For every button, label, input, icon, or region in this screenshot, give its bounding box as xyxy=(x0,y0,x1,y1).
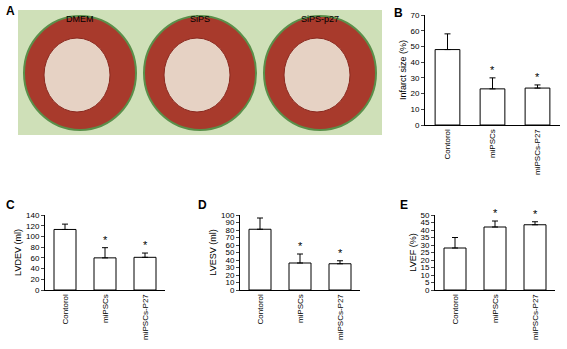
svg-text:miPSCs: miPSCs xyxy=(296,294,305,323)
svg-text:*: * xyxy=(143,239,148,251)
svg-text:15: 15 xyxy=(420,263,429,272)
svg-text:miPSCs-P27: miPSCs-P27 xyxy=(336,294,345,340)
svg-text:Contorol: Contorol xyxy=(256,294,265,324)
svg-text:120: 120 xyxy=(26,222,40,231)
svg-text:Infarct size (%): Infarct size (%) xyxy=(398,40,408,100)
svg-text:20: 20 xyxy=(420,256,429,265)
svg-text:10: 10 xyxy=(410,105,419,114)
svg-text:miPSCs: miPSCs xyxy=(488,129,497,158)
svg-text:30: 30 xyxy=(225,263,234,272)
svg-text:50: 50 xyxy=(420,211,429,220)
svg-text:*: * xyxy=(490,64,495,76)
svg-text:140: 140 xyxy=(26,211,40,220)
svg-text:*: * xyxy=(338,247,343,259)
svg-text:E: E xyxy=(400,198,408,212)
svg-text:20: 20 xyxy=(225,271,234,280)
svg-text:80: 80 xyxy=(225,226,234,235)
svg-text:60: 60 xyxy=(30,254,39,263)
svg-text:0: 0 xyxy=(230,286,235,295)
svg-text:C: C xyxy=(6,198,15,212)
svg-text:*: * xyxy=(298,240,303,252)
svg-text:70: 70 xyxy=(410,11,419,20)
svg-text:DMEM: DMEM xyxy=(66,14,94,24)
svg-text:60: 60 xyxy=(410,27,419,36)
svg-text:miPSCs-P27: miPSCs-P27 xyxy=(141,294,150,340)
svg-text:25: 25 xyxy=(420,248,429,257)
svg-text:10: 10 xyxy=(225,278,234,287)
svg-text:20: 20 xyxy=(30,275,39,284)
svg-text:30: 30 xyxy=(410,74,419,83)
svg-text:A: A xyxy=(6,4,15,18)
svg-text:50: 50 xyxy=(410,42,419,51)
svg-text:10: 10 xyxy=(420,271,429,280)
svg-text:*: * xyxy=(535,71,540,83)
svg-text:90: 90 xyxy=(225,218,234,227)
svg-text:SiPS: SiPS xyxy=(190,14,210,24)
svg-text:35: 35 xyxy=(420,233,429,242)
svg-text:miPSCs: miPSCs xyxy=(491,294,500,323)
svg-text:50: 50 xyxy=(225,248,234,257)
svg-text:70: 70 xyxy=(225,233,234,242)
svg-text:LVEF (%): LVEF (%) xyxy=(408,233,418,271)
svg-text:45: 45 xyxy=(420,218,429,227)
svg-text:miPSCs-P27: miPSCs-P27 xyxy=(533,129,542,175)
svg-text:0: 0 xyxy=(35,286,40,295)
svg-text:100: 100 xyxy=(221,211,235,220)
svg-text:100: 100 xyxy=(26,232,40,241)
svg-text:5: 5 xyxy=(425,278,430,287)
svg-text:*: * xyxy=(103,234,108,246)
svg-text:*: * xyxy=(533,208,538,220)
svg-text:*: * xyxy=(493,207,498,219)
svg-text:80: 80 xyxy=(30,243,39,252)
svg-text:60: 60 xyxy=(225,241,234,250)
svg-text:20: 20 xyxy=(410,89,419,98)
svg-text:Contorol: Contorol xyxy=(443,129,452,159)
svg-text:Contorol: Contorol xyxy=(451,294,460,324)
svg-text:miPSCs-P27: miPSCs-P27 xyxy=(531,294,540,340)
svg-text:miPSCs: miPSCs xyxy=(101,294,110,323)
svg-text:30: 30 xyxy=(420,241,429,250)
svg-text:Contorol: Contorol xyxy=(61,294,70,324)
svg-text:0: 0 xyxy=(415,121,420,130)
svg-text:40: 40 xyxy=(420,226,429,235)
svg-text:SiPS-p27: SiPS-p27 xyxy=(301,14,339,24)
svg-text:LVESV (ml): LVESV (ml) xyxy=(208,229,218,275)
svg-text:0: 0 xyxy=(425,286,430,295)
svg-text:D: D xyxy=(198,198,207,212)
svg-text:40: 40 xyxy=(225,256,234,265)
svg-text:B: B xyxy=(394,6,403,20)
svg-text:LVDEV (ml): LVDEV (ml) xyxy=(13,229,23,276)
svg-text:40: 40 xyxy=(30,264,39,273)
svg-text:40: 40 xyxy=(410,58,419,67)
